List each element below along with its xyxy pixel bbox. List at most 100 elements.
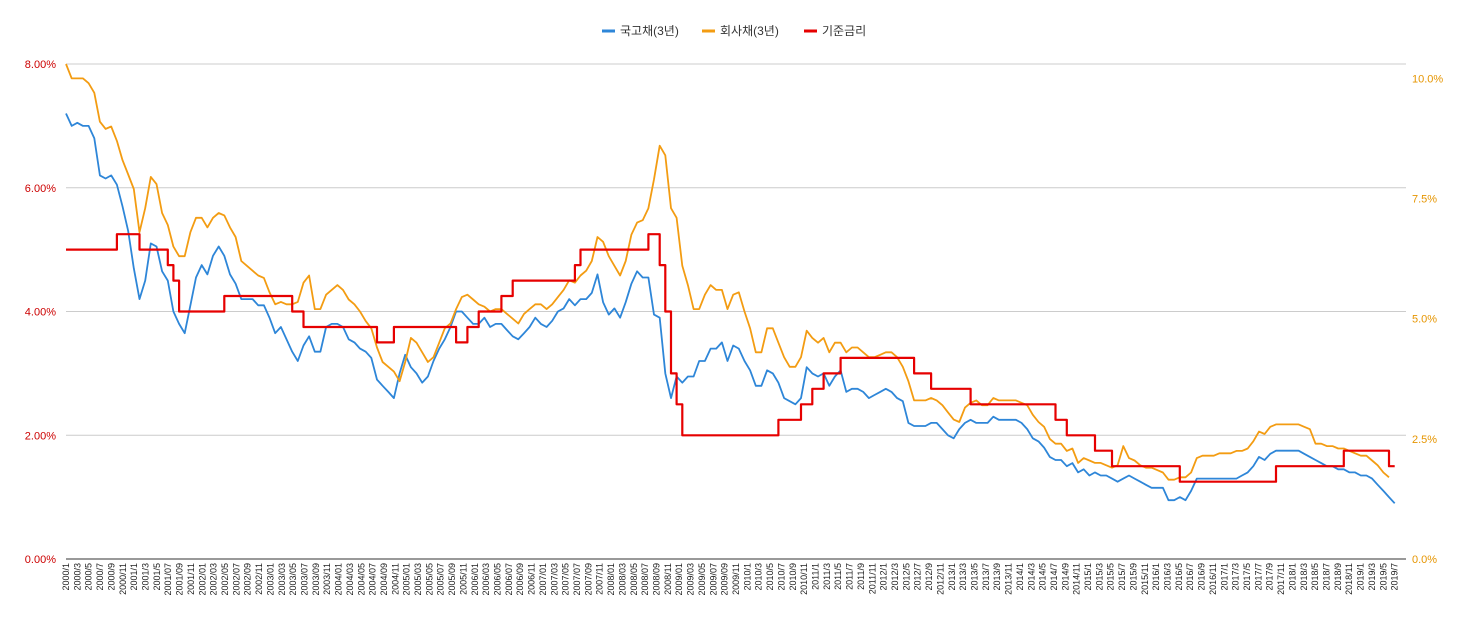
x-tick-label: 2001/11 [186, 563, 196, 595]
x-tick-label: 2010/11 [799, 563, 809, 595]
x-tick-label: 2018/11 [1344, 563, 1354, 595]
x-tick-label: 2014/11 [1072, 563, 1082, 595]
x-tick-label: 2004/11 [390, 563, 400, 595]
x-tick-label: 2008/03 [617, 563, 627, 596]
legend-item-series-0[interactable]: 국고채(3년) [602, 24, 679, 38]
x-tick-label: 2016/11 [1208, 563, 1218, 595]
x-tick-label: 2000/11 [118, 563, 128, 595]
x-tick-label: 2016/1 [1151, 563, 1161, 591]
x-tick-label: 2001/5 [152, 563, 162, 591]
x-tick-label: 2010/3 [754, 563, 764, 591]
right-tick-label: 7.5% [1412, 194, 1437, 206]
x-tick-label: 2011/9 [856, 563, 866, 590]
x-tick-label: 2014/3 [1026, 563, 1036, 591]
x-tick-label: 2004/09 [379, 563, 389, 596]
x-tick-label: 2000/7 [95, 563, 105, 591]
x-tick-label: 2002/05 [220, 563, 230, 596]
x-tick-label: 2013/11 [1004, 563, 1014, 595]
x-tick-label: 2013/9 [992, 563, 1002, 591]
x-tick-label: 2002/11 [254, 563, 264, 595]
x-tick-label: 2016/9 [1197, 563, 1207, 591]
right-tick-label: 2.5% [1412, 434, 1437, 446]
left-tick-label: 6.00% [25, 183, 56, 195]
legend-label-series-1: 회사채(3년) [720, 24, 779, 38]
x-tick-label: 2013/3 [958, 563, 968, 591]
x-tick-label: 2006/11 [527, 563, 537, 595]
series-line-0[interactable] [65, 113, 1396, 504]
x-tick-label: 2018/3 [1299, 563, 1309, 591]
legend-item-series-1[interactable]: 회사채(3년) [702, 24, 779, 38]
x-tick-label: 2006/03 [481, 563, 491, 596]
x-tick-label: 2017/7 [1253, 563, 1263, 591]
x-tick-label: 2011/5 [833, 563, 843, 590]
x-tick-label: 2015/5 [1106, 563, 1116, 591]
x-tick-label: 2001/1 [129, 563, 139, 591]
legend-label-series-2: 기준금리 [822, 24, 866, 38]
x-tick-label: 2017/11 [1276, 563, 1286, 595]
x-tick-label: 2008/09 [652, 563, 662, 596]
x-tick-label: 2017/5 [1242, 563, 1252, 591]
right-tick-label: 10.0% [1412, 73, 1443, 85]
x-tick-label: 2012/9 [924, 563, 934, 591]
x-tick-label: 2019/7 [1390, 563, 1400, 591]
x-tick-label: 2013/5 [970, 563, 980, 591]
series-line-2[interactable] [66, 233, 1395, 483]
x-tick-label: 2009/09 [720, 563, 730, 596]
x-tick-label: 2009/05 [697, 563, 707, 596]
x-tick-label: 2014/7 [1049, 563, 1059, 591]
x-tick-label: 2002/07 [231, 563, 241, 596]
x-tick-label: 2005/03 [413, 563, 423, 596]
x-tick-label: 2003/05 [288, 563, 298, 596]
x-tick-label: 2000/5 [84, 563, 94, 591]
x-tick-label: 2011/1 [811, 563, 821, 590]
x-tick-label: 2012/11 [935, 563, 945, 595]
x-axis: 2000/1 2000/3 2000/5 2000/7 2000/9 2000/11 200… [61, 563, 1400, 596]
legend-item-series-2[interactable]: 기준금리 [804, 24, 866, 38]
x-tick-label: 2012/1 [879, 563, 889, 591]
x-tick-label: 2007/11 [595, 563, 605, 595]
x-tick-label: 2019/1 [1356, 563, 1366, 591]
x-tick-label: 2018/7 [1322, 563, 1332, 591]
series-line-1[interactable] [65, 63, 1390, 481]
x-tick-label: 2012/3 [890, 563, 900, 591]
x-tick-label: 2016/5 [1174, 563, 1184, 591]
x-tick-label: 2014/9 [1060, 563, 1070, 591]
x-tick-label: 2013/7 [981, 563, 991, 591]
x-tick-label: 2001/3 [141, 563, 151, 591]
x-tick-label: 2017/9 [1265, 563, 1275, 591]
x-tick-label: 2019/5 [1378, 563, 1388, 591]
x-tick-label: 2000/1 [61, 563, 71, 591]
x-tick-label: 2007/07 [572, 563, 582, 596]
x-tick-label: 2012/7 [913, 563, 923, 591]
x-tick-label: 2014/5 [1038, 563, 1048, 591]
x-tick-label: 2009/01 [674, 563, 684, 596]
x-tick-label: 2008/11 [663, 563, 673, 595]
x-tick-label: 2006/07 [504, 563, 514, 596]
x-tick-label: 2018/1 [1287, 563, 1297, 591]
x-tick-label: 2008/01 [606, 563, 616, 596]
left-y-axis: 0.00% 2.00% 4.00% 6.00% 8.00% [25, 59, 56, 566]
x-tick-label: 2018/9 [1333, 563, 1343, 591]
x-tick-label: 2006/01 [470, 563, 480, 596]
x-tick-label: 2005/09 [447, 563, 457, 596]
x-tick-label: 2002/03 [209, 563, 219, 596]
left-tick-label: 4.00% [25, 307, 56, 319]
x-tick-label: 2003/01 [265, 563, 275, 596]
right-tick-label: 0.0% [1412, 554, 1437, 566]
x-tick-label: 2010/9 [788, 563, 798, 591]
x-tick-label: 2005/11 [459, 563, 469, 595]
x-tick-label: 2016/7 [1185, 563, 1195, 591]
left-tick-label: 8.00% [25, 59, 56, 71]
x-tick-label: 2010/7 [776, 563, 786, 591]
x-tick-label: 2006/09 [515, 563, 525, 596]
x-tick-label: 2018/5 [1310, 563, 1320, 591]
x-tick-label: 2010/5 [765, 563, 775, 591]
x-tick-label: 2013/1 [947, 563, 957, 591]
x-tick-label: 2008/07 [640, 563, 650, 596]
legend-label-series-0: 국고채(3년) [620, 24, 679, 38]
x-tick-label: 2001/09 [175, 563, 185, 596]
x-tick-label: 2003/11 [322, 563, 332, 595]
x-tick-label: 2006/05 [493, 563, 503, 596]
x-tick-label: 2004/05 [356, 563, 366, 596]
legend: 국고채(3년) 회사채(3년) 기준금리 [602, 24, 866, 38]
